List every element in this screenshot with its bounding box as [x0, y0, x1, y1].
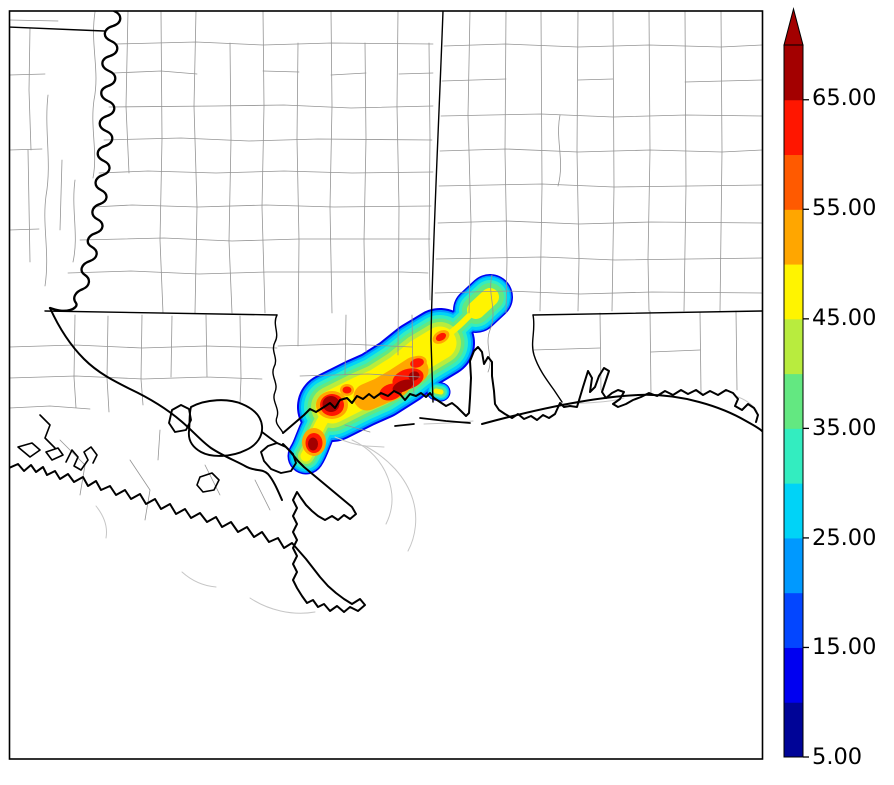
colorbar: 65.00 55.00 45.00 35.00 25.00 15.00 5.00 — [783, 7, 876, 770]
coastline — [9, 346, 763, 613]
map-area — [9, 11, 763, 614]
colorbar-ticks — [803, 99, 809, 758]
mississippi-river — [48, 11, 283, 501]
colorbar-tick-label: 45.00 — [812, 305, 876, 331]
colorbar-tick-label: 15.00 — [812, 634, 876, 660]
colorbar-tick-label: 5.00 — [812, 744, 862, 770]
colorbar-tick-label: 25.00 — [812, 525, 876, 551]
water-detail — [95, 395, 758, 614]
colorbar-tick-label: 55.00 — [812, 195, 876, 221]
state-borders — [9, 11, 763, 434]
colorbar-outline — [783, 44, 804, 758]
map-frame — [8, 10, 764, 760]
lakes — [168, 399, 297, 474]
map-layers — [9, 11, 763, 614]
reflectivity-fill — [287, 274, 513, 475]
colorbar-extend-arrow-icon — [783, 7, 804, 46]
colorbar-tick-label: 65.00 — [812, 85, 876, 111]
county-borders — [9, 11, 763, 521]
colorbar-labels: 65.00 55.00 45.00 35.00 25.00 15.00 5.00 — [812, 85, 876, 770]
colorbar-tick-label: 35.00 — [812, 415, 876, 441]
colorbar-segments — [784, 44, 803, 758]
